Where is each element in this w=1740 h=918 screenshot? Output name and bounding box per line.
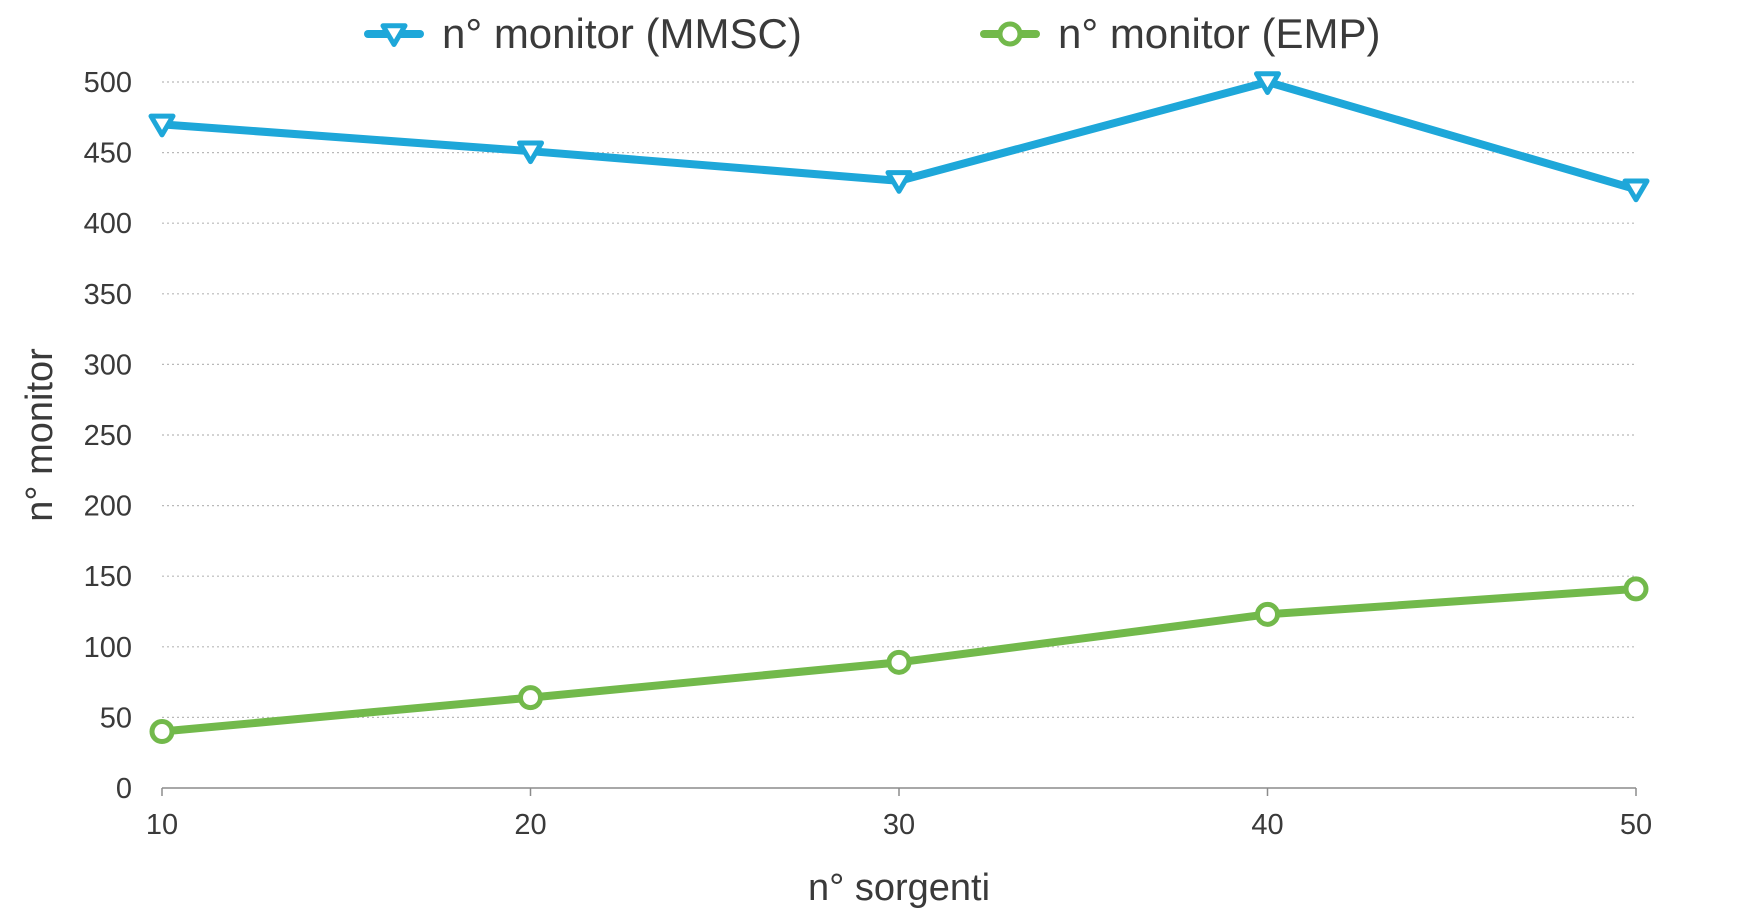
data-point <box>885 170 913 194</box>
legend-label: n° monitor (MMSC) <box>442 10 802 57</box>
legend-label: n° monitor (EMP) <box>1058 10 1381 57</box>
y-tick-label: 300 <box>84 349 132 381</box>
data-point <box>1255 601 1280 627</box>
y-tick-label: 400 <box>84 208 132 240</box>
x-tick-label: 10 <box>146 809 178 841</box>
data-point <box>149 719 175 745</box>
y-tick-label: 100 <box>84 632 132 664</box>
data-point <box>1622 178 1650 203</box>
y-tick-label: 0 <box>116 773 132 805</box>
data-point <box>1623 576 1649 602</box>
legend-item: n° monitor (EMP) <box>980 10 1381 57</box>
y-tick-label: 50 <box>100 702 132 734</box>
x-tick-label: 30 <box>883 809 915 841</box>
series-lines <box>148 71 1650 745</box>
data-point <box>1254 71 1281 95</box>
data-point <box>148 113 176 138</box>
x-tick-label: 20 <box>514 809 546 841</box>
y-tick-label: 350 <box>84 279 132 311</box>
data-point <box>886 649 912 675</box>
data-point <box>517 140 544 165</box>
legend-item: n° monitor (MMSC) <box>364 10 802 57</box>
legend: n° monitor (MMSC) n° monitor (EMP) <box>364 10 1381 57</box>
y-tick-label: 250 <box>84 420 132 452</box>
x-axis-title: n° sorgenti <box>808 867 990 909</box>
series-group <box>148 71 1650 203</box>
y-tick-label: 500 <box>84 67 132 99</box>
data-point <box>518 685 543 711</box>
grid-lines <box>162 81 1636 719</box>
y-tick-label: 200 <box>84 491 132 523</box>
y-axis-title: n° monitor <box>19 348 61 522</box>
triangle-down-icon <box>380 23 408 47</box>
x-tick-label: 50 <box>1620 809 1652 841</box>
y-tick-label: 450 <box>84 138 132 170</box>
series-group <box>149 576 1649 745</box>
axes: 0 50 100 150 200 250 300 350 400 450 500 10 20 30 40 50 <box>84 67 1653 841</box>
circle-icon <box>997 21 1023 47</box>
x-tick-label: 40 <box>1251 809 1283 841</box>
y-tick-label: 150 <box>84 561 132 593</box>
